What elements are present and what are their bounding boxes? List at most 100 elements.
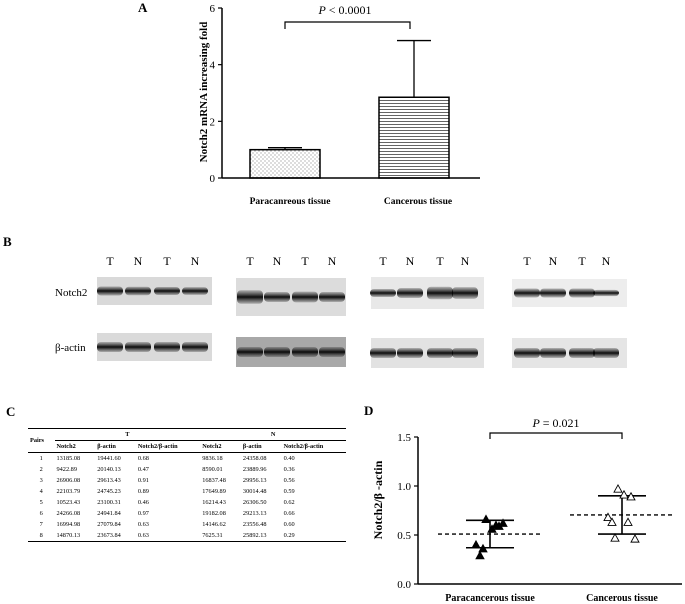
table-cell: 19441.60 [97,455,121,462]
table-cell: 24266.08 [56,510,81,517]
chart-a-xtick-0: Paracanreous tissue [250,197,331,207]
blot-band [125,342,151,352]
blot-band [397,348,423,358]
table-row: 1 13185.08 19441.60 0.68 9836.18 24358.08 0.40 [28,453,346,465]
blot-band [593,348,619,358]
table-cell: 30014.48 [242,488,267,495]
table-cell: 19182.08 [202,510,226,517]
table-cell-pair: 8 [39,532,43,539]
blot-band [370,288,396,298]
blot-band [154,342,180,352]
blot-lane-label: N [602,254,611,268]
chart-d-point [630,533,640,543]
table-cell: 0.47 [137,466,149,473]
blot-lane-label: N [273,254,282,268]
table-cell: 22103.79 [56,488,81,495]
table-cell: 29213.13 [242,510,267,517]
table-col-header: Notch2 [56,443,76,450]
blot-lane-label: N [549,254,558,268]
chart-a-ytick-label: 2 [210,116,216,128]
table-cell: 23100.31 [97,499,121,506]
table-cell: 26306.50 [242,499,267,506]
table-cell: 9836.18 [202,455,223,462]
table-cell: 8590.01 [202,466,223,473]
blot-lane-label: N [406,254,415,268]
chart-d-significance-bracket [489,432,623,439]
table-header-group-t: T [54,428,201,441]
table-cell-pair: 5 [39,499,43,506]
table-row: 6 24266.08 24941.84 0.97 19182.08 29213.13 0.6… [28,508,346,519]
chart-d-ytick-label: 0.5 [397,530,411,542]
panel-letter-b: B [3,234,12,249]
chart-a-xtick-1: Cancerous tissue [384,197,452,207]
table-cell-pair: 3 [39,477,43,484]
blot-band [427,348,453,358]
table-header-pairs: Pairs [30,437,44,444]
chart-a-ylabel: Notch2 mRNA increasing fold [198,22,210,163]
panel-letter-a: A [138,0,148,15]
table-cell: 24745.23 [97,488,121,495]
blot-row-label-notch2: Notch2 [55,287,88,299]
blot-band [427,286,453,300]
chart-a-ytick-label: 0 [210,173,216,185]
blot-lane-label: N [134,254,143,268]
table-cell: 0.40 [283,455,295,462]
table-cell: 0.91 [137,477,149,484]
table-cell: 29613.43 [97,477,121,484]
blot-lane-label: T [246,254,254,268]
chart-d-point [471,539,481,549]
chart-d-significance: P = 0.021 [531,416,579,430]
chart-d-xtick-0: Paracancerous tissue [445,593,535,604]
chart-d-point [498,518,508,527]
blot-lane-label: T [163,254,171,268]
blot-lane-label: T [578,254,586,268]
chart-d-ytick-label: 0.0 [397,579,411,591]
table-cell-pair: 2 [39,466,43,473]
chart-d-point [626,491,636,501]
table-cell-pair: 1 [39,455,43,462]
table-row: 5 10523.43 23100.31 0.46 16214.43 26306.50 0.6… [28,497,346,508]
table-cell: 0.29 [283,532,295,539]
table-row: 2 9422.89 20140.13 0.47 8590.01 23889.96 0.36 [28,464,346,475]
chart-d-point [623,517,633,526]
chart-d-point [491,520,501,529]
blot-band [125,286,151,296]
table-row: 8 14870.13 23673.84 0.63 7625.31 25892.13 0.29 [28,530,346,542]
chart-d-ytick-label: 1.0 [397,481,411,493]
table-cell-pair: 7 [39,521,43,528]
chart-a-significance: P < 0.0001 [317,3,371,17]
table-cell: 0.56 [283,477,295,484]
table-cell: 29956.13 [242,477,267,484]
table-row: 7 16994.98 27079.84 0.63 14146.62 23556.48 0.6… [28,519,346,530]
chart-d-point [619,489,629,499]
blot-lane-label: N [191,254,200,268]
chart-d-xtick-1: Cancerous tissue [586,593,658,604]
table-cell: 16994.98 [56,521,81,528]
blot-band [452,348,478,358]
chart-a-bar-1 [378,96,450,179]
blot-band [370,348,396,358]
blot-band [514,288,540,298]
table-cell: 26906.08 [56,477,81,484]
panel-letter-c: C [6,404,16,419]
chart-d-ylabel: Notch2/β -actin [371,460,385,539]
blot-band [540,348,566,358]
blot-band [292,347,318,357]
blot-band [319,347,345,357]
table-cell: 16214.43 [202,499,226,506]
chart-d-point [481,514,491,523]
chart-a-ytick-label: 6 [210,3,216,15]
table-cell: 24358.08 [242,455,267,462]
table-cell: 0.46 [137,499,149,506]
chart-d-point [607,517,617,526]
table-col-header: β-actin [242,443,262,450]
table-cell: 0.62 [283,499,295,506]
chart-d-point [475,550,485,560]
blot-band [97,286,123,296]
blot-band [154,286,180,296]
blot-lane-label: T [379,254,387,268]
blot-band [514,348,540,358]
table-cell: 0.63 [137,532,149,539]
table-col-header: Notch2 [202,443,222,450]
table-cell: 23889.96 [242,466,267,473]
